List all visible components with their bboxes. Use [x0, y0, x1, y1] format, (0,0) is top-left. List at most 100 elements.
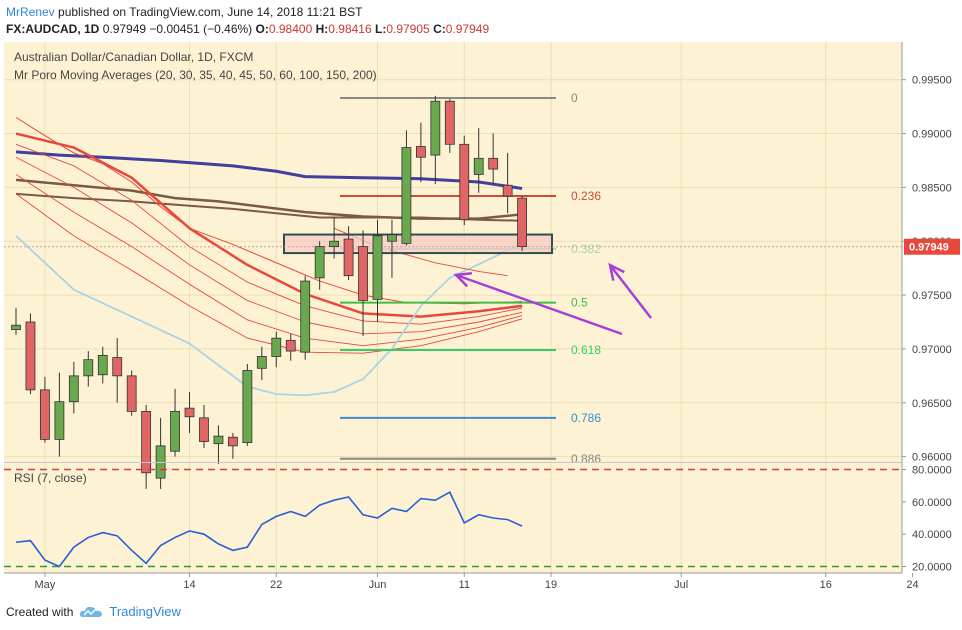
y-tick-label: 0.99000: [912, 129, 952, 141]
candle-body: [126, 375, 137, 412]
fib-label: 0.236: [571, 189, 601, 203]
time-axis-bg: [4, 573, 902, 597]
ma-line-ma20: [15, 235, 523, 397]
axes: 0.995000.990000.985000.980000.975000.970…: [4, 42, 962, 597]
candle-body: [170, 410, 180, 452]
rsi-tick-label: 40.0000: [912, 529, 952, 541]
candle-body: [502, 184, 513, 197]
close-value: 0.97949: [445, 22, 490, 36]
y-tick-label: 0.97500: [912, 290, 952, 302]
y-tick-label: 0.97000: [912, 344, 952, 356]
indicator-subtitle: Mr Poro Moving Averages (20, 30, 35, 40,…: [14, 68, 377, 82]
candle-body: [11, 324, 21, 330]
moving-averages: [15, 116, 523, 397]
rsi-tick-label: 60.0000: [912, 497, 952, 509]
tradingview-link[interactable]: TradingView: [109, 604, 181, 619]
ma-line-ma60: [15, 116, 523, 305]
rsi-indicator: [4, 462, 902, 568]
candle-body: [227, 436, 238, 447]
rsi-tick-label: 20.0000: [912, 562, 952, 574]
candle-body: [271, 337, 282, 357]
fib-label: 0: [571, 91, 578, 105]
symbol-label: FX:AUDCAD, 1D: [6, 22, 100, 36]
annotation-arrows: [453, 262, 652, 336]
y-tick-label: 0.96500: [912, 398, 952, 410]
candle-body: [25, 321, 36, 391]
candle-body: [517, 197, 527, 248]
ma-line-ma45: [15, 143, 523, 325]
candle-body: [112, 357, 123, 377]
candle-body: [387, 234, 397, 242]
candle-body: [199, 417, 209, 442]
candle-body: [459, 143, 470, 221]
x-tick-label: Jul: [674, 579, 688, 591]
x-tick-label: 11: [459, 579, 470, 591]
last-price-tag-label: 0.97949: [909, 242, 949, 254]
candle-body: [184, 407, 195, 418]
candle-body: [488, 157, 499, 170]
fib-label: 0.5: [571, 296, 588, 310]
candle-body: [213, 435, 224, 445]
x-tick-label: 16: [820, 579, 832, 591]
candle-body: [415, 146, 426, 158]
candle-body: [300, 280, 311, 353]
fib-label: 0.382: [571, 242, 601, 256]
price-axis-bg: [902, 42, 962, 597]
x-tick-label: 24: [906, 579, 918, 591]
ma-line-ma50: [15, 132, 523, 318]
candle-body: [97, 354, 108, 376]
candle-body: [83, 359, 94, 377]
candle-body: [256, 356, 267, 369]
fib-label: 0.618: [571, 343, 601, 357]
x-tick-label: 14: [183, 579, 195, 591]
ma-line-ma100: [15, 192, 523, 222]
high-value: 0.98416: [328, 22, 372, 36]
chart-title: Australian Dollar/Canadian Dollar, 1D, F…: [14, 50, 253, 64]
high-label: H:: [315, 22, 329, 36]
annotation-arrow-shaft: [609, 264, 652, 319]
candle-body: [430, 100, 441, 156]
candle-body: [40, 389, 50, 440]
low-value: 0.97905: [386, 22, 430, 36]
candle-body: [358, 246, 368, 301]
annotation-arrow-head: [608, 262, 625, 281]
annotation-arrow-head: [453, 272, 473, 288]
author-link[interactable]: MrRenev: [6, 5, 55, 19]
change-value: −0.00451 (−0.46%): [149, 22, 253, 36]
x-tick-label: 19: [545, 579, 557, 591]
ma-line-ma200: [15, 150, 523, 190]
last-price: 0.97949: [102, 22, 147, 36]
rsi-tick-label: 80.0000: [912, 464, 952, 476]
candle-body: [401, 147, 412, 244]
fib-label: 0.886: [571, 452, 601, 466]
x-tick-label: May: [35, 579, 56, 591]
candle-body: [242, 370, 253, 444]
x-tick-label: 22: [270, 579, 282, 591]
annotation-arrow-shaft: [455, 273, 623, 336]
low-label: L:: [375, 22, 387, 36]
candles: [11, 95, 527, 489]
chart-canvas[interactable]: 0 0.236 0.382 0.5 0.618 0.786 0.886 0.99500 0.9…: [0, 42, 962, 602]
candle-body: [141, 410, 152, 474]
footer: Created with TradingView: [6, 604, 181, 619]
candle-body: [314, 246, 325, 279]
rsi-title: RSI (7, close): [14, 471, 87, 485]
y-tick-label: 0.98500: [912, 182, 952, 194]
candle-body: [343, 238, 354, 277]
ma-line-ma35: [15, 174, 523, 347]
publish-line: MrRenev published on TradingView.com, Ju…: [6, 5, 362, 19]
candle-body: [54, 401, 65, 440]
rsi-line: [15, 491, 523, 568]
candle-body: [329, 240, 340, 248]
close-label: C:: [433, 22, 446, 36]
quote-line: FX:AUDCAD, 1D 0.97949 −0.00451 (−0.46%) …: [6, 22, 489, 36]
open-value: 0.98400: [268, 22, 313, 36]
fib-label: 0.786: [571, 411, 601, 425]
candle-body: [68, 375, 79, 403]
created-with-label: Created with: [6, 604, 74, 619]
y-tick-label: 0.99500: [912, 75, 952, 87]
candle-body: [473, 157, 484, 175]
candle-body: [444, 100, 455, 145]
y-tick-label: 0.96000: [912, 452, 952, 464]
x-tick-label: Jun: [369, 579, 387, 591]
